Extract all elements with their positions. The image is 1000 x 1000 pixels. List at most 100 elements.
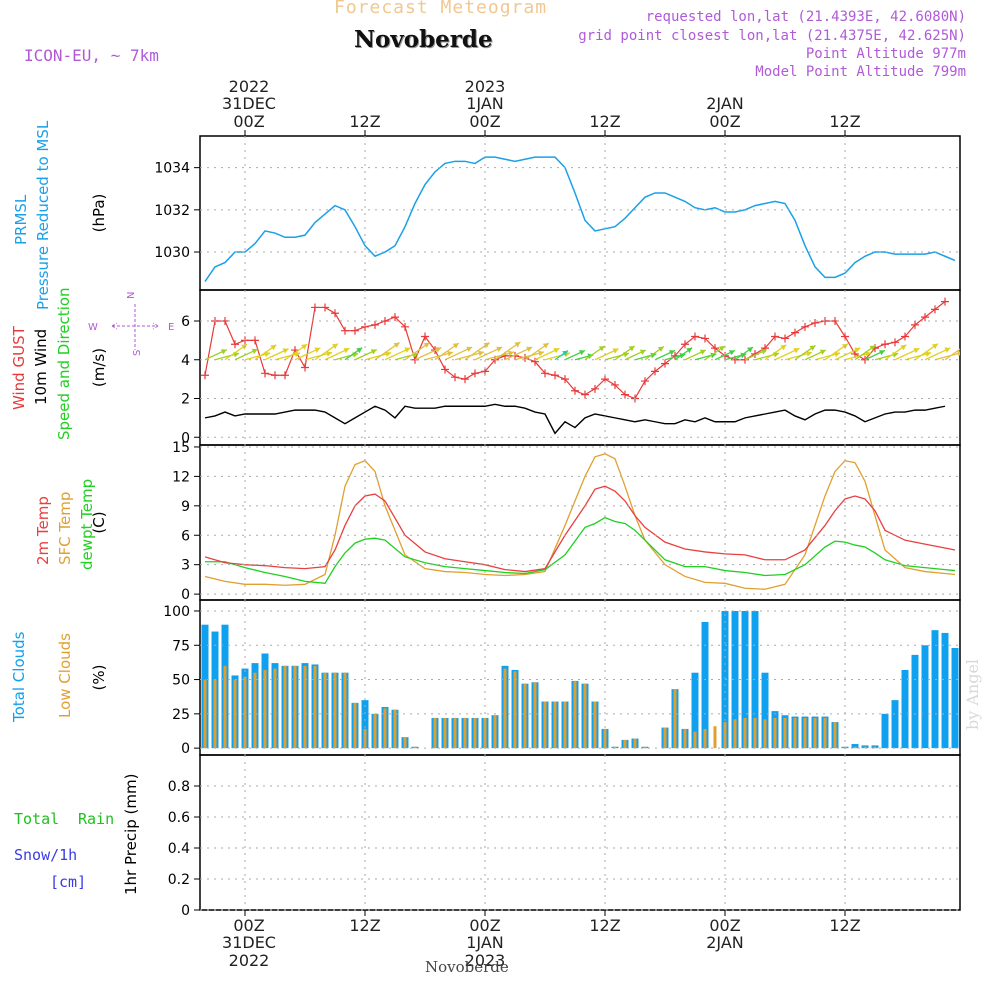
- wind-arrow-head: [806, 351, 813, 357]
- low-cloud-bar: [413, 746, 417, 749]
- gust-marker: [551, 371, 559, 380]
- requested-coords: requested lon,lat (21.4393E, 42.6080N): [645, 9, 966, 25]
- low-cloud-bar: [723, 722, 727, 749]
- gust-marker: [541, 369, 549, 378]
- wind-arrow-head: [869, 345, 876, 351]
- gust-marker: [311, 303, 319, 312]
- unit-label-wind: (m/s): [90, 348, 108, 387]
- top-time-label: 00Z: [233, 112, 264, 131]
- gust-marker: [251, 336, 259, 345]
- total-cloud-bar: [731, 610, 739, 749]
- gust-marker: [941, 297, 949, 306]
- low-cloud-axis-label: Low Clouds: [56, 633, 74, 718]
- wind-arrow-head: [699, 349, 706, 355]
- dew-axis-label: dewpt Temp: [78, 479, 96, 570]
- wind-arrow-head: [964, 343, 970, 348]
- panel-frame-precipitation: [199, 754, 961, 911]
- compass-n: N: [126, 292, 137, 299]
- low-cloud-bar: [273, 668, 277, 749]
- wind-arrow-head: [819, 349, 826, 355]
- wind-arrow-head: [740, 352, 747, 359]
- compass-w: W: [88, 322, 98, 333]
- wind-arrow-head: [326, 351, 333, 357]
- gust-marker: [461, 375, 469, 384]
- gust-marker: [881, 340, 889, 349]
- tick-label-precipitation: 0.8: [168, 779, 190, 795]
- low-cloud-bar: [263, 669, 267, 749]
- wind-arrow-head: [385, 351, 392, 357]
- wind-arrow-head: [331, 343, 338, 350]
- total-cloud-bar: [951, 648, 959, 749]
- gust-marker: [651, 367, 659, 376]
- wind-arrow-head: [514, 341, 521, 348]
- total-cloud-bar: [901, 669, 909, 749]
- low-cloud-bar: [433, 717, 437, 749]
- panel-frame-temperature: [199, 444, 961, 601]
- gust-marker: [331, 309, 339, 318]
- wind-arrow-head: [478, 350, 484, 357]
- model-label: ICON-EU, ~ 7km: [24, 46, 159, 65]
- wind-arrow-head: [728, 350, 735, 356]
- low-cloud-bar: [353, 702, 357, 749]
- gust-marker: [201, 371, 209, 380]
- tick-label-clouds: 50: [172, 673, 190, 689]
- gust-marker: [421, 332, 429, 341]
- wind-arrow-head: [865, 351, 872, 357]
- snow-unit-label: [cm]: [50, 873, 86, 891]
- low-cloud-bar: [703, 728, 707, 749]
- unit-label-temperature: (C): [90, 511, 108, 533]
- tick-label-pressure: 1032: [154, 203, 190, 219]
- low-cloud-bar: [503, 668, 507, 749]
- gust-marker: [591, 384, 599, 393]
- low-cloud-bar: [863, 746, 867, 749]
- gust-marker: [571, 386, 579, 395]
- wind-speed-line: [204, 403, 946, 435]
- gust-marker: [371, 320, 379, 329]
- gust-marker: [771, 332, 779, 341]
- wind-arrow-head: [780, 344, 787, 351]
- bottom-year-label: 2023: [465, 951, 506, 970]
- low-cloud-bar: [673, 689, 677, 749]
- gust-marker: [581, 390, 589, 399]
- wind-arrow-head: [447, 350, 454, 357]
- low-cloud-bar: [763, 719, 767, 749]
- gust-marker: [661, 359, 669, 368]
- bottom-time-label: 12Z: [349, 916, 380, 935]
- low-cloud-bar: [623, 739, 627, 749]
- wind-arrow-head: [639, 349, 646, 355]
- tick-label-temperature: 9: [181, 499, 190, 515]
- low-cloud-bar: [463, 717, 467, 749]
- tick-label-precipitation: 0: [181, 903, 190, 919]
- low-cloud-bar: [543, 701, 547, 749]
- low-cloud-bar: [613, 746, 617, 749]
- low-cloud-bar: [363, 728, 367, 749]
- total-cloud-bar: [361, 700, 369, 749]
- top-year-label: 2022: [229, 77, 270, 96]
- watermark: by Angel: [963, 658, 982, 730]
- compass-icon: N W E S: [88, 292, 174, 356]
- wind-arrow-head: [578, 350, 585, 356]
- low-cloud-bar: [663, 727, 667, 749]
- tick-label-pressure: 1030: [154, 245, 190, 261]
- top-time-label: 12Z: [829, 112, 860, 131]
- gust-marker: [711, 344, 719, 353]
- total-cloud-bar: [921, 645, 929, 749]
- bottom-time-label: 12Z: [829, 916, 860, 935]
- gust-marker: [931, 305, 939, 314]
- low-cloud-bar: [853, 746, 857, 749]
- gust-axis-label: Wind GUST: [10, 325, 28, 410]
- wind-arrow-head: [747, 347, 754, 353]
- low-cloud-bar: [823, 717, 827, 749]
- low-cloud-bar: [773, 717, 777, 749]
- low-cloud-bar: [443, 717, 447, 749]
- meteogram-title: Forecast Meteogram: [334, 0, 548, 18]
- wind-arrow-head: [878, 350, 885, 356]
- wind-arrow-head: [356, 347, 363, 354]
- wind-arrow-head: [370, 349, 377, 355]
- wind-arrow-head: [435, 347, 442, 353]
- panel-frame-pressure: [199, 135, 961, 291]
- wind-arrow-head: [343, 347, 350, 354]
- tick-label-temperature: 6: [181, 528, 190, 544]
- bottom-time-label: 12Z: [589, 916, 620, 935]
